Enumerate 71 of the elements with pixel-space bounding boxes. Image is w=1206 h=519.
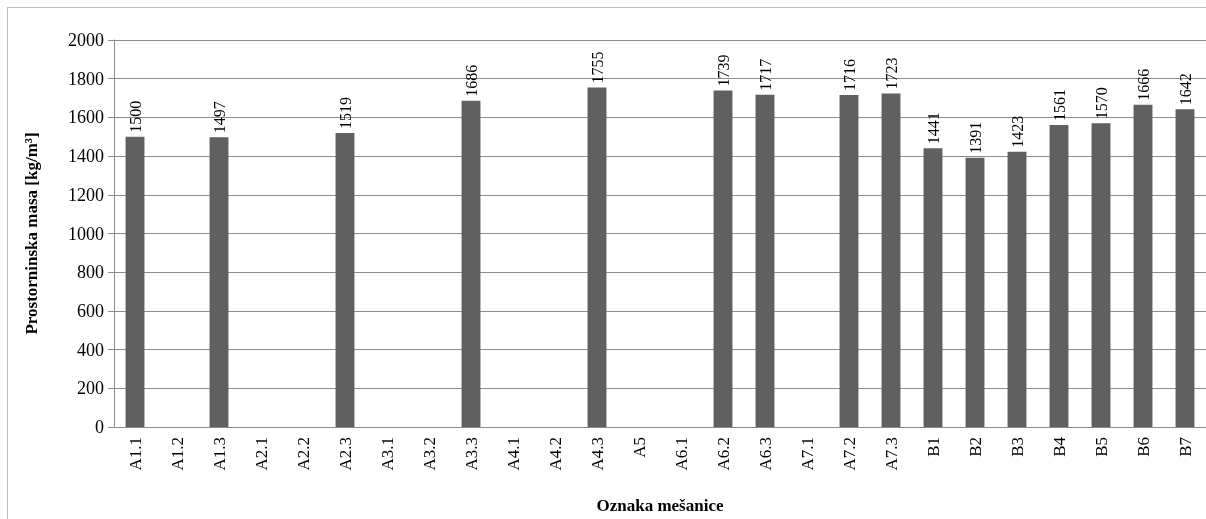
y-tick-label: 0 (95, 417, 104, 437)
bar (713, 90, 733, 427)
bar (923, 148, 943, 427)
bar (839, 94, 859, 427)
x-tick-label: A6.3 (755, 437, 775, 471)
bar (1007, 151, 1027, 427)
x-tick-label: A5 (629, 437, 649, 458)
x-tick-label: A7.2 (839, 437, 859, 471)
data-label: 1570 (1092, 87, 1110, 120)
x-axis-title: Oznaka mešanice (596, 496, 724, 515)
x-tick-label: B7 (1175, 436, 1195, 457)
y-tick-label: 1000 (68, 223, 104, 244)
y-tick-label: 2000 (68, 30, 104, 50)
y-tick-label: 1600 (68, 107, 104, 128)
data-label: 1500 (126, 100, 144, 133)
data-label: 1686 (462, 64, 480, 97)
x-tick-label: A2.2 (293, 437, 313, 471)
y-axis-title: Prostorninska masa [kg/m³] (22, 132, 41, 335)
x-tick-label: A2.1 (251, 437, 271, 471)
y-tick-label: 1400 (68, 146, 104, 167)
x-tick-label: A7.3 (881, 437, 901, 471)
x-tick-label: A1.2 (167, 437, 187, 471)
data-label: 1391 (966, 121, 984, 154)
data-label: 1497 (210, 101, 228, 134)
data-label: 1423 (1008, 115, 1026, 148)
y-tick-label: 800 (77, 262, 104, 283)
y-tick-label: 1200 (68, 184, 104, 205)
bar (881, 93, 901, 427)
bar (965, 157, 985, 427)
bar (1049, 124, 1069, 427)
x-tick-label: A3.3 (461, 437, 481, 471)
x-tick-label: B3 (1007, 437, 1027, 457)
bar (587, 87, 607, 427)
x-tick-label: B4 (1049, 436, 1069, 457)
x-tick-label: A1.1 (125, 437, 145, 471)
bar (755, 94, 775, 427)
x-tick-label: A7.1 (797, 437, 817, 471)
data-label: 1642 (1176, 73, 1194, 106)
data-label: 1723 (882, 57, 900, 90)
bar (1091, 123, 1111, 427)
x-tick-label: B1 (923, 437, 943, 457)
data-label: 1739 (714, 54, 732, 87)
bar (1133, 104, 1153, 427)
data-label: 1561 (1050, 88, 1068, 121)
data-label: 1717 (756, 58, 774, 91)
y-tick-label: 1800 (68, 68, 104, 89)
bar (461, 100, 481, 427)
bar (125, 136, 145, 427)
y-tick-label: 400 (77, 339, 104, 360)
x-tick-label: B6 (1133, 437, 1153, 457)
y-tick-label: 200 (77, 378, 104, 399)
x-tick-label: A2.3 (335, 437, 355, 471)
data-label: 1666 (1134, 68, 1152, 101)
data-label: 1441 (924, 112, 942, 145)
data-label: 1716 (840, 58, 858, 91)
y-tick-label: 600 (77, 300, 104, 321)
bar (1175, 109, 1195, 427)
data-label: 1755 (588, 51, 606, 84)
x-tick-label: A1.3 (209, 437, 229, 471)
x-tick-label: A6.1 (671, 437, 691, 471)
x-tick-label: A6.2 (713, 437, 733, 471)
bar (209, 137, 229, 427)
x-tick-label: A4.2 (545, 437, 565, 471)
data-label: 1519 (336, 97, 354, 130)
x-tick-label: A3.1 (377, 437, 397, 471)
bar (335, 133, 355, 427)
x-tick-label: A3.2 (419, 437, 439, 471)
x-tick-label: A4.3 (587, 437, 607, 471)
x-tick-label: A4.1 (503, 437, 523, 471)
x-tick-label: B2 (965, 437, 985, 457)
x-tick-label: B5 (1091, 437, 1111, 457)
